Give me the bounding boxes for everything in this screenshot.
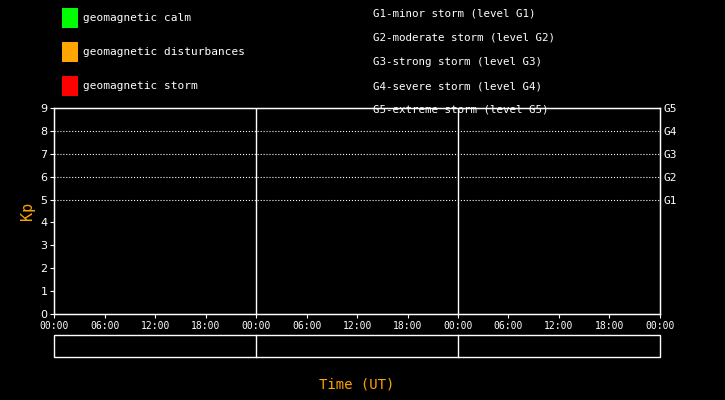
Text: geomagnetic disturbances: geomagnetic disturbances <box>83 47 245 57</box>
Text: geomagnetic storm: geomagnetic storm <box>83 81 198 91</box>
Y-axis label: Kp: Kp <box>20 202 35 220</box>
Text: geomagnetic calm: geomagnetic calm <box>83 13 191 23</box>
Text: Time (UT): Time (UT) <box>320 378 394 392</box>
Text: 16.04.2010: 16.04.2010 <box>519 340 599 352</box>
Text: 14.04.2010: 14.04.2010 <box>115 340 195 352</box>
Text: G5-extreme storm (level G5): G5-extreme storm (level G5) <box>373 105 549 115</box>
Text: 15.04.2010: 15.04.2010 <box>317 340 397 352</box>
Text: G2-moderate storm (level G2): G2-moderate storm (level G2) <box>373 33 555 43</box>
Text: G1-minor storm (level G1): G1-minor storm (level G1) <box>373 9 536 19</box>
Text: G4-severe storm (level G4): G4-severe storm (level G4) <box>373 81 542 91</box>
Text: G3-strong storm (level G3): G3-strong storm (level G3) <box>373 57 542 67</box>
